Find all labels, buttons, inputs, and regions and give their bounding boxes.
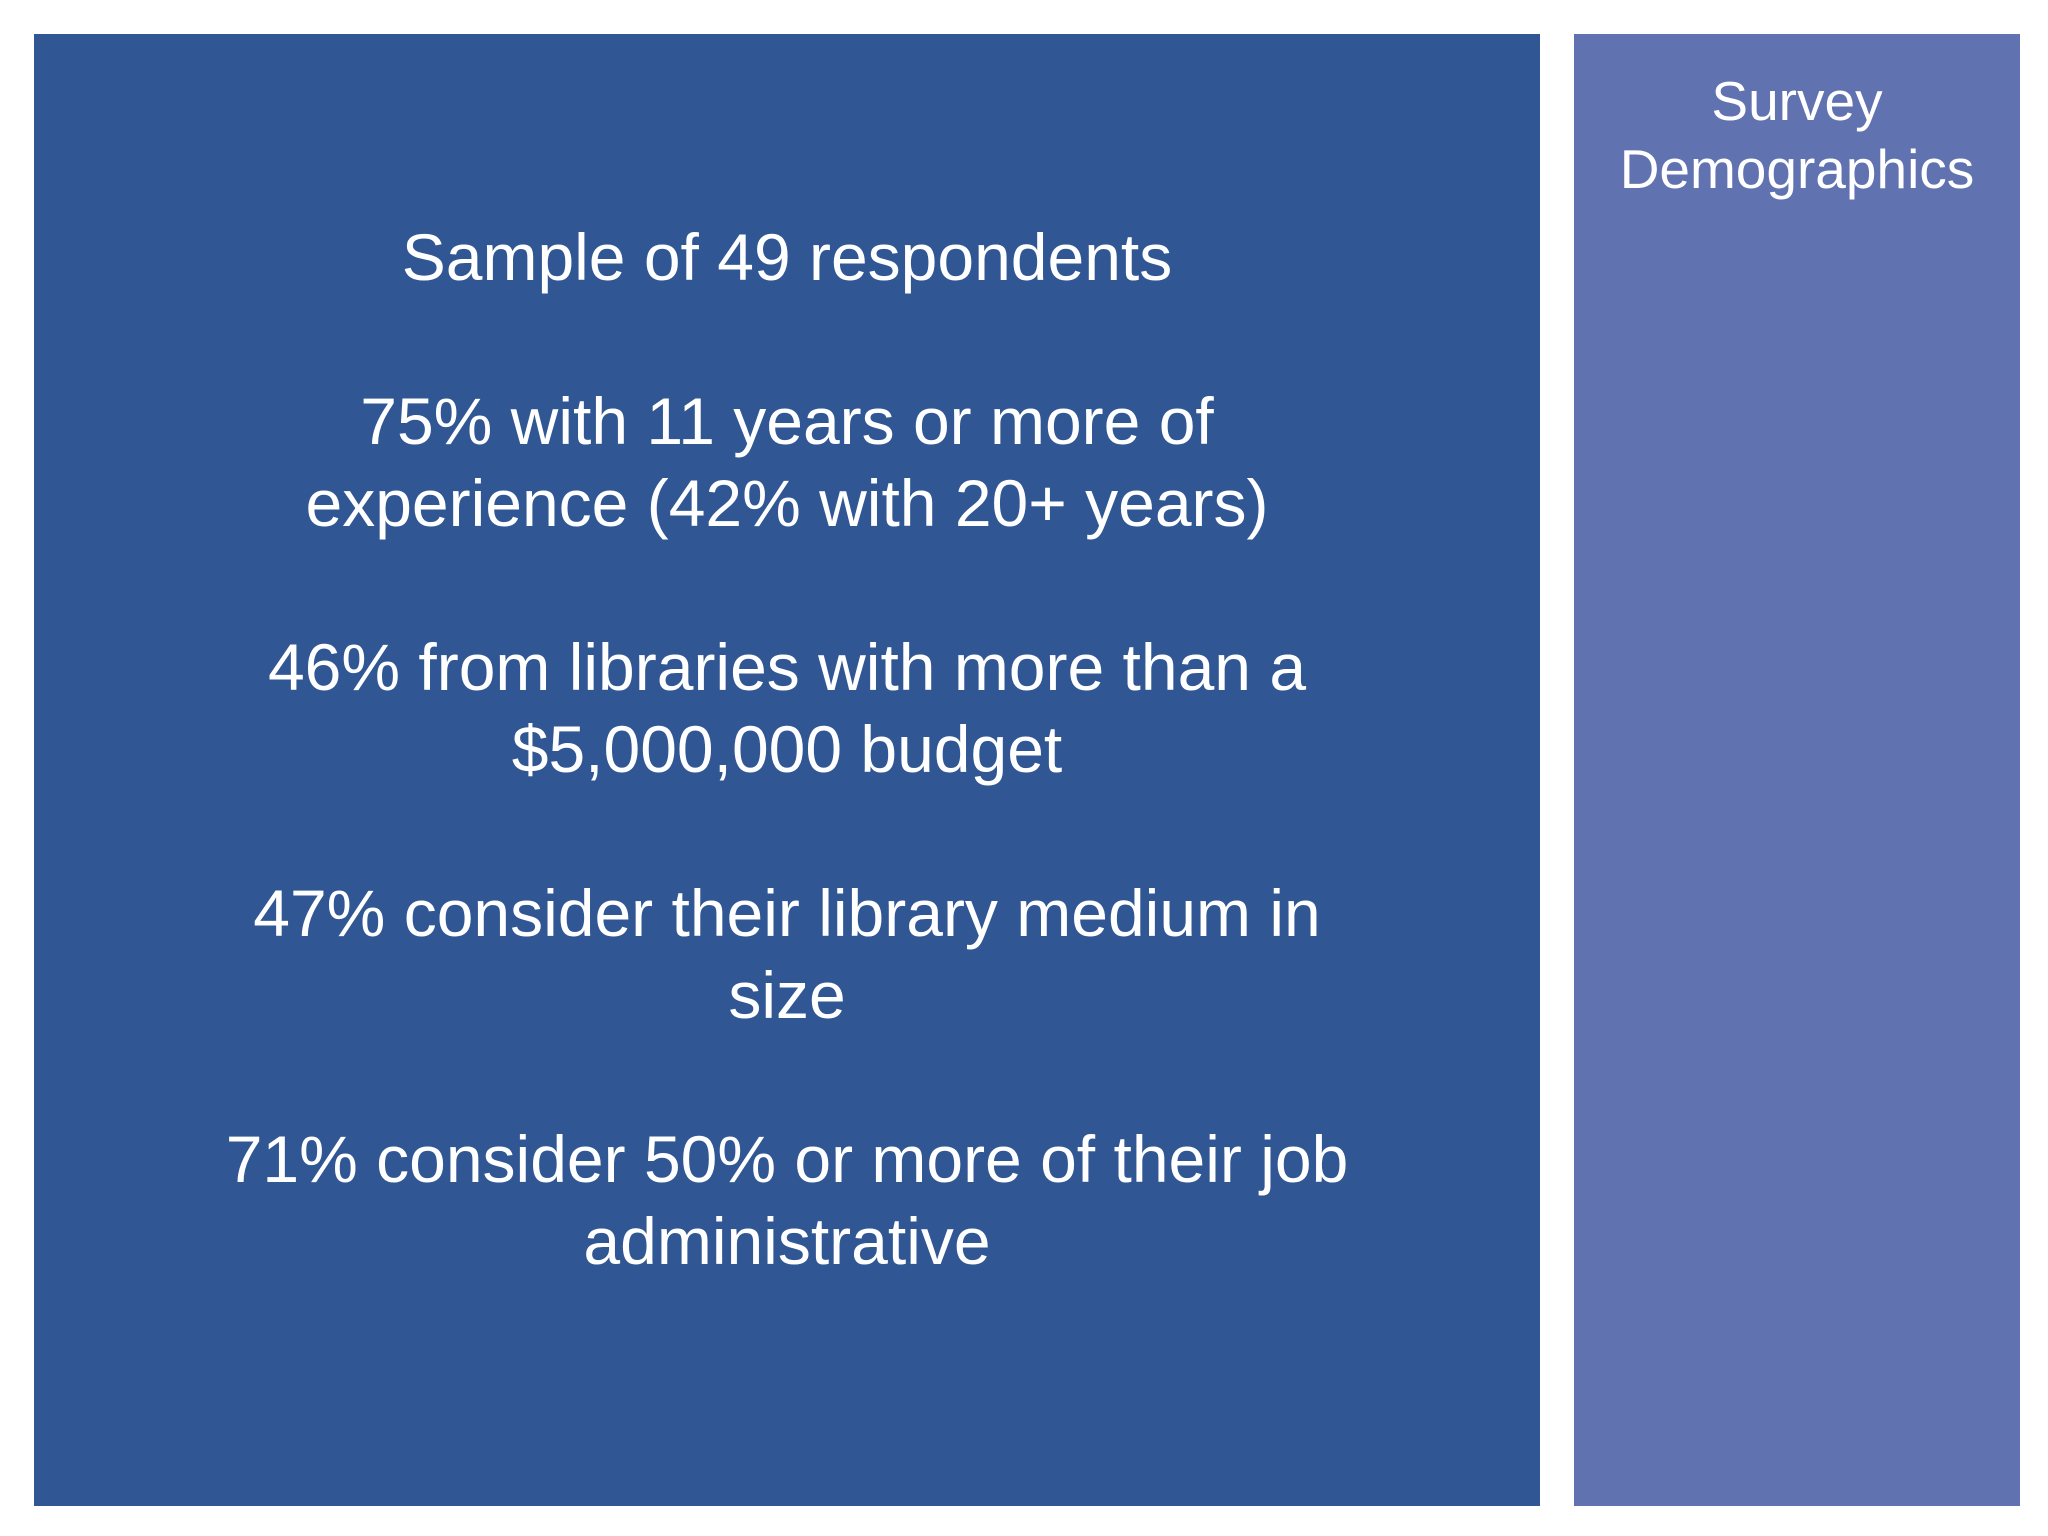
main-content-panel: Sample of 49 respondents 75% with 11 yea… bbox=[34, 34, 1540, 1506]
slide-title: Survey Demographics bbox=[1574, 34, 2020, 203]
slide-title-line: Demographics bbox=[1619, 138, 1975, 200]
stat-administrative: 71% consider 50% or more of their job ad… bbox=[34, 1118, 1540, 1282]
stat-line: 47% consider their library medium in bbox=[253, 876, 1321, 950]
survey-stats-list: Sample of 49 respondents 75% with 11 yea… bbox=[34, 216, 1540, 1364]
stat-experience: 75% with 11 years or more of experience … bbox=[34, 380, 1540, 544]
stat-library-size: 47% consider their library medium in siz… bbox=[34, 872, 1540, 1036]
stat-line: $5,000,000 budget bbox=[511, 712, 1063, 786]
stat-line: 71% consider 50% or more of their job bbox=[225, 1122, 1349, 1196]
stat-line: size bbox=[728, 958, 846, 1032]
slide-title-line: Survey bbox=[1711, 70, 1883, 132]
stat-budget: 46% from libraries with more than a $5,0… bbox=[34, 626, 1540, 790]
stat-line: Sample of 49 respondents bbox=[401, 220, 1173, 294]
stat-line: 75% with 11 years or more of bbox=[360, 384, 1214, 458]
stat-line: experience (42% with 20+ years) bbox=[305, 466, 1269, 540]
stat-sample-size: Sample of 49 respondents bbox=[34, 216, 1540, 298]
stat-line: 46% from libraries with more than a bbox=[267, 630, 1307, 704]
sidebar-panel: Survey Demographics bbox=[1574, 34, 2020, 1506]
stat-line: administrative bbox=[583, 1204, 991, 1278]
